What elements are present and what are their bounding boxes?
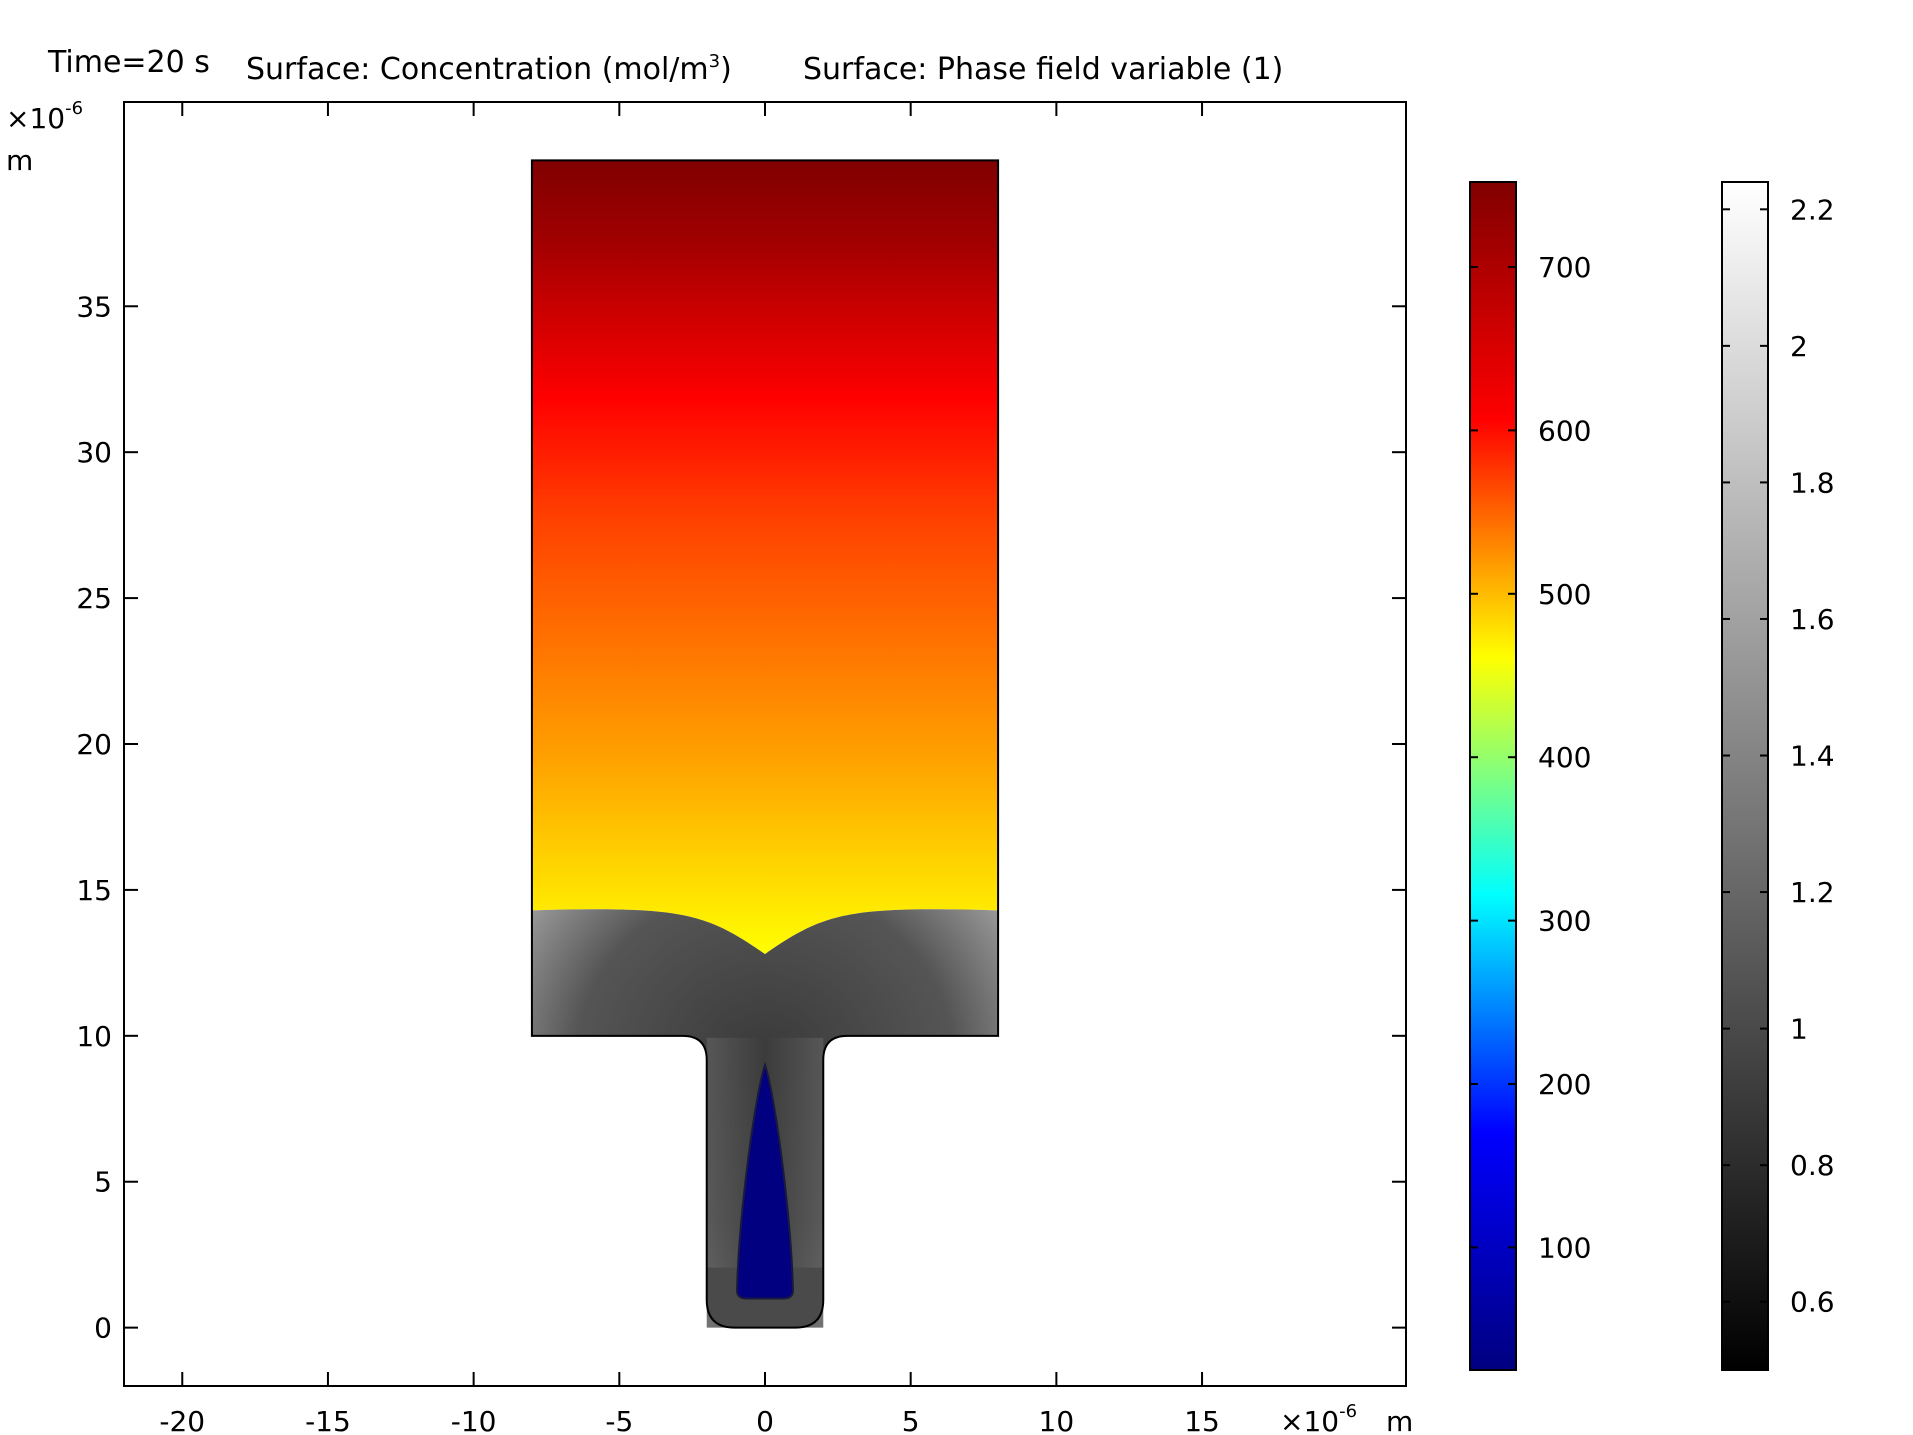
x-axis-unit: m: [1386, 1405, 1413, 1435]
colorbar-tick-label: 200: [1538, 1068, 1591, 1101]
colorbar-tick-label: 700: [1538, 251, 1591, 284]
colorbar-tick-label: 2: [1790, 330, 1808, 363]
colorbar-tick-label: 600: [1538, 414, 1591, 447]
colorbar-tick-label: 500: [1538, 578, 1591, 611]
x-tick-label: -20: [159, 1405, 205, 1435]
depleted-concentration-region: [735, 1061, 795, 1300]
x-tick-label: 15: [1184, 1405, 1220, 1435]
y-ticks: 0 5 10 15 20 25 30 35: [76, 290, 1406, 1345]
surface-phase-title: Surface: Phase field variable (1): [803, 52, 1283, 87]
colorbar-gradient: [1469, 181, 1517, 1371]
plot-area: [530, 159, 1000, 1329]
y-axis-unit: m: [6, 144, 33, 177]
domain-outline: [530, 159, 1000, 1329]
colorbar-tick-label: 100: [1538, 1231, 1591, 1264]
y-tick-label: 5: [94, 1166, 112, 1199]
colorbar-tick-label: 300: [1538, 905, 1591, 938]
y-axis-scale: ×10-6: [6, 98, 83, 135]
colorbar-tick-label: 1: [1790, 1013, 1808, 1046]
x-ticks: -20 -15 -10 -5 0 5 10 15: [159, 102, 1220, 1435]
x-tick-label: 5: [902, 1405, 920, 1435]
x-tick-label: 0: [756, 1405, 774, 1435]
y-tick-label: 10: [76, 1020, 112, 1053]
colorbar-tick-label: 2.2: [1790, 193, 1835, 226]
y-tick-label: 35: [76, 290, 112, 323]
colorbar-concentration: 100 200 300 400 500 600 700: [1469, 181, 1591, 1371]
y-tick-label: 30: [76, 436, 112, 469]
x-tick-label: -5: [605, 1405, 633, 1435]
time-label: Time=20 s: [47, 45, 210, 80]
y-tick-label: 25: [76, 582, 112, 615]
y-tick-label: 20: [76, 728, 112, 761]
colorbar-gradient: [1721, 181, 1769, 1371]
y-tick-label: 0: [94, 1312, 112, 1345]
x-tick-label: -15: [305, 1405, 351, 1435]
colorbar-tick-label: 1.6: [1790, 603, 1835, 636]
colorbar-tick-label: 1.8: [1790, 466, 1835, 499]
x-tick-label: -10: [451, 1405, 497, 1435]
colorbar-tick-label: 1.4: [1790, 740, 1835, 773]
colorbar-phase-field: 0.6 0.8 1 1.2 1.4 1.6 1.8 2 2.2: [1721, 181, 1835, 1371]
colorbar-tick-label: 0.8: [1790, 1149, 1835, 1182]
x-axis-scale: ×10-6: [1280, 1401, 1357, 1435]
colorbar-tick-label: 400: [1538, 741, 1591, 774]
colorbar-tick-label: 0.6: [1790, 1286, 1835, 1319]
surface-concentration-title: Surface: Concentration (mol/m3): [246, 51, 732, 87]
x-tick-label: 10: [1039, 1405, 1075, 1435]
colorbar-tick-label: 1.2: [1790, 876, 1835, 909]
y-tick-label: 15: [76, 874, 112, 907]
concentration-field: [531, 160, 999, 955]
